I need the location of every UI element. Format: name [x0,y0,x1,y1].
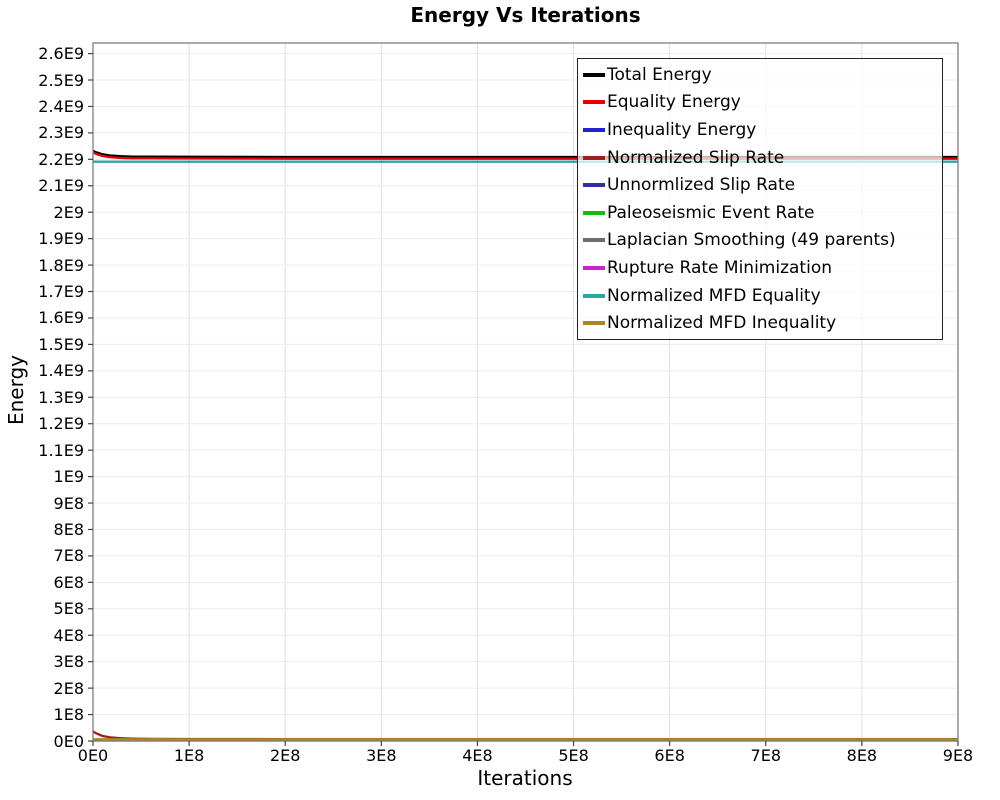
legend-item: Rupture Rate Minimization [583,254,942,281]
y-tick-label: 4E8 [53,625,84,645]
x-tick-label: 4E8 [462,746,493,765]
legend-label: Equality Energy [607,92,741,113]
legend-swatch-icon [583,321,605,326]
y-tick-label: 9E8 [53,493,84,513]
y-tick-label: 3E8 [53,652,84,672]
series-line [92,151,958,160]
legend-label: Paleoseismic Event Rate [607,202,815,223]
y-tick-label: 1.8E9 [38,255,84,275]
legend-swatch-icon [583,155,605,160]
y-tick-label: 1.1E9 [38,440,84,460]
legend-label: Rupture Rate Minimization [607,257,832,278]
legend-item: Equality Energy [583,89,942,116]
x-axis-label: Iterations [477,766,573,790]
x-tick-label: 8E8 [846,746,878,765]
y-tick-label: 8E8 [53,519,84,539]
y-tick-label: 1.9E9 [38,229,84,249]
legend-item: Normalized MFD Equality [583,282,942,309]
legend-label: Total Energy [607,64,712,85]
y-tick-label: 2.1E9 [38,176,84,196]
x-tick-label: 9E8 [942,746,974,765]
y-tick-label: 0E0 [53,731,84,751]
y-tick-label: 5E8 [53,599,84,619]
y-tick-label: 1E9 [53,467,84,487]
legend-item: Inequality Energy [583,116,942,143]
y-tick-label: 6E8 [53,572,84,592]
legend-label: Normalized MFD Inequality [607,313,837,334]
legend-item: Unnormlized Slip Rate [583,172,942,199]
legend-swatch-icon [583,183,605,188]
legend-item: Laplacian Smoothing (49 parents) [583,227,942,254]
y-tick-label: 1.6E9 [38,308,84,328]
legend-swatch-icon [583,293,605,298]
y-tick-label: 2.5E9 [38,70,84,90]
legend-label: Normalized Slip Rate [607,147,785,168]
y-tick-label: 1.2E9 [38,414,84,434]
x-tick-label: 7E8 [750,746,781,765]
y-tick-label: 2.3E9 [38,123,84,143]
y-tick-label: 1.4E9 [38,361,84,381]
legend-label: Unnormlized Slip Rate [607,175,796,196]
y-tick-label: 2.2E9 [38,149,84,169]
legend-item: Paleoseismic Event Rate [583,199,942,226]
y-tick-label: 1.3E9 [38,387,84,407]
legend-swatch-icon [583,100,605,105]
y-tick-label: 7E8 [53,546,84,566]
legend-item: Normalized Slip Rate [583,144,942,171]
y-tick-label: 1.7E9 [38,282,84,302]
chart-title: Energy Vs Iterations [410,3,641,27]
x-tick-label: 2E8 [269,746,301,765]
x-tick-label: 1E8 [173,746,205,765]
legend-swatch-icon [583,210,605,215]
x-tick-label: 0E0 [77,746,109,765]
y-tick-label: 2E9 [53,202,84,222]
legend-item: Normalized MFD Inequality [583,310,942,337]
legend-label: Laplacian Smoothing (49 parents) [607,230,896,251]
y-tick-label: 2.4E9 [38,96,84,116]
x-tick-label: 5E8 [558,746,589,765]
legend-swatch-icon [583,238,605,243]
legend: Total Energy Equality Energy Inequality En… [577,58,943,340]
y-tick-label: 1.5E9 [38,334,84,354]
series-line [92,730,958,741]
x-tick-label: 6E8 [654,746,685,765]
legend-item: Total Energy [583,61,942,88]
series-line [92,149,958,159]
legend-label: Inequality Energy [607,119,757,140]
x-tick-label: 3E8 [366,746,397,765]
plot-border [92,42,959,742]
y-tick-label: 2E8 [53,678,84,698]
legend-label: Normalized MFD Equality [607,285,821,306]
y-tick-label: 1E8 [53,705,84,725]
legend-swatch-icon [583,265,605,270]
y-tick-label: 2.6E9 [38,44,84,64]
legend-swatch-icon [583,127,605,132]
legend-swatch-icon [583,72,605,77]
